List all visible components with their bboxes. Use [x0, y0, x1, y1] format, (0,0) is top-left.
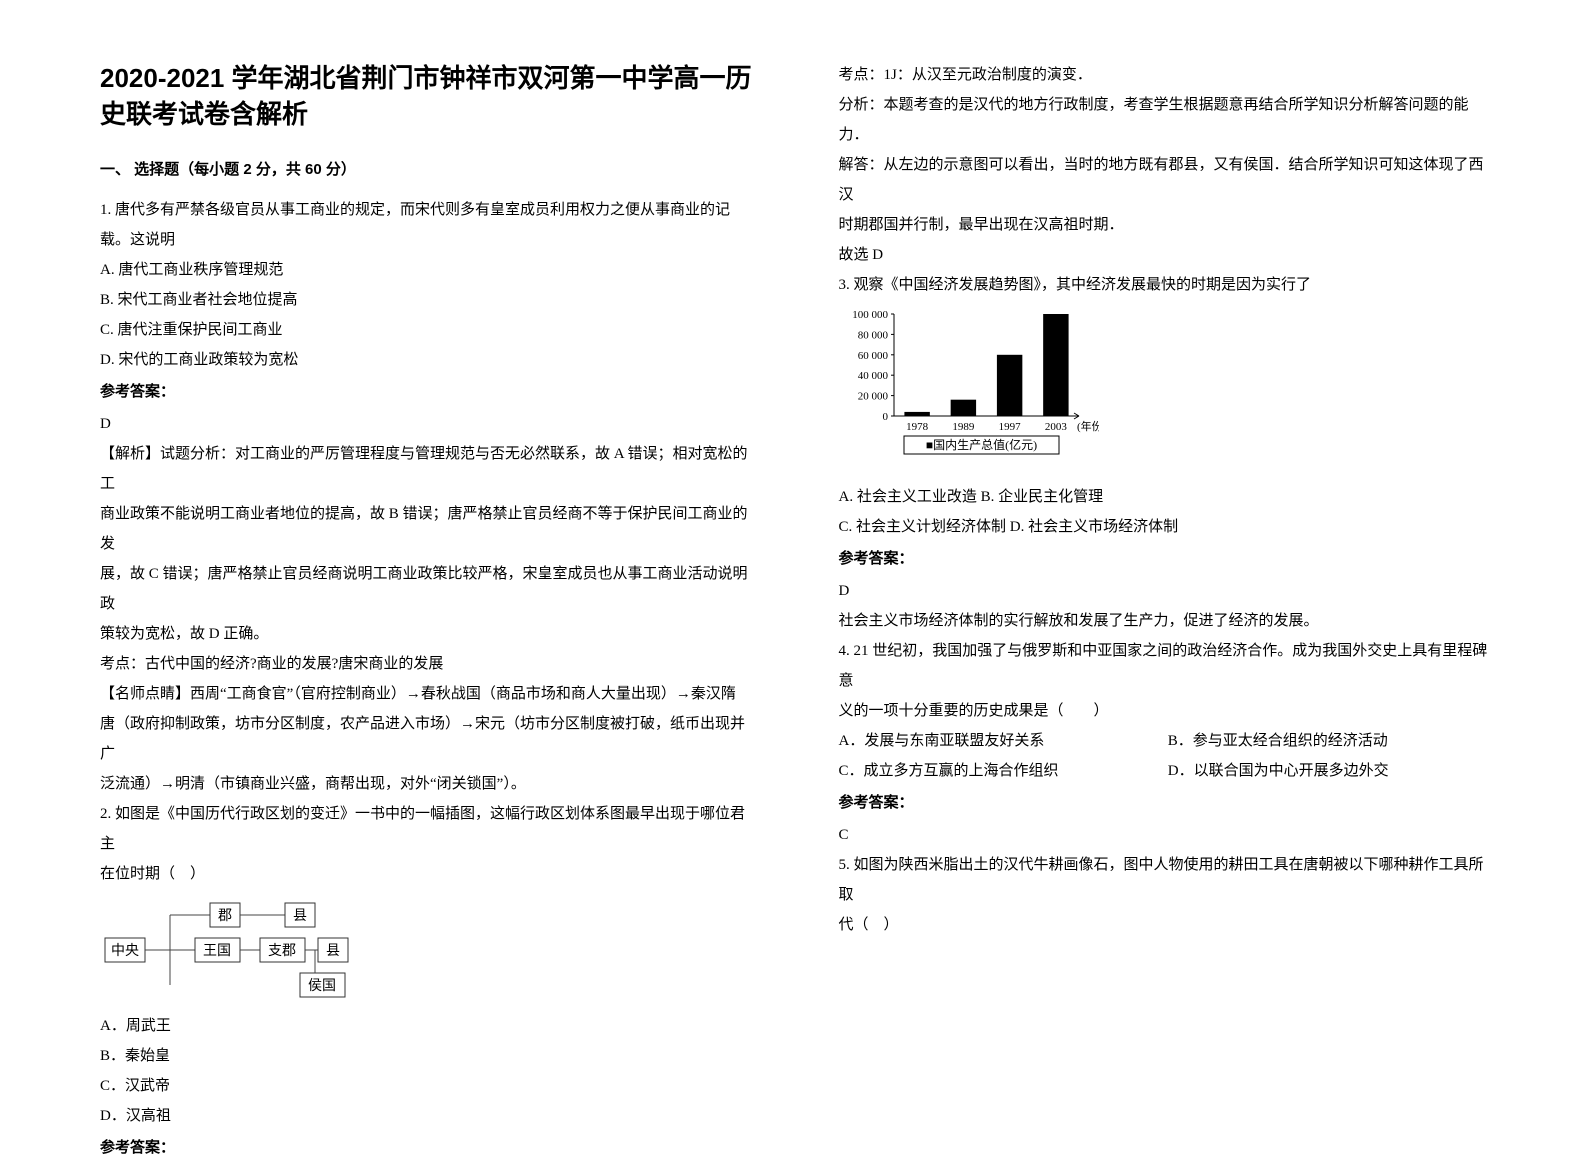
fig-zhijun: 支郡 — [268, 943, 296, 959]
svg-text:60 000: 60 000 — [857, 350, 888, 362]
svg-text:80 000: 80 000 — [857, 329, 888, 341]
q3-opts-ab: A. 社会主义工业改造 B. 企业民主化管理 — [839, 482, 1498, 512]
q2-opt-b: B．秦始皇 — [100, 1041, 759, 1071]
q2-analysis-1: 分析：本题考查的是汉代的地方行政制度，考查学生根据题意再结合所学知识分析解答问题… — [839, 90, 1498, 150]
q1-answer: D — [100, 409, 759, 439]
fig-xian: 县 — [293, 909, 307, 924]
fig-wangguo: 王国 — [203, 944, 231, 959]
q2-figure: 郡 县 中央 王国 支郡 — [100, 895, 759, 1005]
q2-kaodian: 考点：1J：从汉至元政治制度的演变． — [839, 60, 1498, 90]
fig-jun: 郡 — [218, 908, 232, 924]
svg-text:2003: 2003 — [1044, 421, 1067, 433]
q1-opt-b: B. 宋代工商业者社会地位提高 — [100, 285, 759, 315]
q5-stem-2: 代（ ） — [839, 910, 1498, 940]
q3-opts-cd: C. 社会主义计划经济体制 D. 社会主义市场经济体制 — [839, 512, 1498, 542]
column-right: 考点：1J：从汉至元政治制度的演变． 分析：本题考查的是汉代的地方行政制度，考查… — [799, 60, 1498, 1082]
section-1-header: 一、 选择题（每小题 2 分，共 60 分） — [100, 155, 759, 185]
q2-opt-a: A．周武王 — [100, 1011, 759, 1041]
q3-chart: 0 20 000 40 000 60 000 80 000 100 000 1978 1989… — [839, 306, 1498, 476]
fig-zhongyang: 中央 — [111, 943, 139, 959]
q4-stem-2: 义的一项十分重要的历史成果是（ ） — [839, 696, 1498, 726]
q1-stem: 1. 唐代多有严禁各级官员从事工商业的规定，而宋代则多有皇室成员利用权力之便从事… — [100, 195, 759, 255]
q3-answer: D — [839, 576, 1498, 606]
svg-text:100 000: 100 000 — [852, 309, 888, 321]
q4-opt-c: C．成立多方互赢的上海合作组织 — [839, 756, 1168, 786]
q1-explain-4: 策较为宽松，故 D 正确。 — [100, 619, 759, 649]
q4-stem-1: 4. 21 世纪初，我国加强了与俄罗斯和中亚国家之间的政治经济合作。成为我国外交… — [839, 636, 1498, 696]
q4-answer: C — [839, 820, 1498, 850]
q2-stem-2: 在位时期（ ） — [100, 859, 759, 889]
svg-text:(年份): (年份) — [1077, 419, 1099, 433]
exam-page: 2020-2021 学年湖北省荆门市钟祥市双河第一中学高一历史联考试卷含解析 一… — [0, 0, 1587, 1122]
q1-opt-c: C. 唐代注重保护民间工商业 — [100, 315, 759, 345]
fig-houguo: 侯国 — [308, 978, 336, 994]
q1-explain-3: 展，故 C 错误；唐严格禁止官员经商说明工商业政策比较严格，宋皇室成员也从事工商… — [100, 559, 759, 619]
q2-opt-c: C．汉武帝 — [100, 1071, 759, 1101]
svg-text:1997: 1997 — [998, 421, 1021, 433]
q3-answer-label: 参考答案： — [839, 544, 1498, 574]
column-left: 2020-2021 学年湖北省荆门市钟祥市双河第一中学高一历史联考试卷含解析 一… — [100, 60, 799, 1082]
q1-explain-2: 商业政策不能说明工商业者地位的提高，故 B 错误；唐严格禁止官员经商不等于保护民… — [100, 499, 759, 559]
q1-note-3: 泛流通）→明清（市镇商业兴盛，商帮出现，对外“闭关锁国”）。 — [100, 769, 759, 799]
q3-bar-chart-svg: 0 20 000 40 000 60 000 80 000 100 000 1978 1989… — [839, 306, 1099, 476]
q2-answer-label: 参考答案： — [100, 1133, 759, 1163]
q2-analysis-2: 解答：从左边的示意图可以看出，当时的地方既有郡县，又有侯国．结合所学知识可知这体… — [839, 150, 1498, 210]
q4-opt-a: A．发展与东南亚联盟友好关系 — [839, 726, 1168, 756]
svg-text:20 000: 20 000 — [857, 391, 888, 403]
q1-explain-1: 【解析】试题分析：对工商业的严厉管理程度与管理规范与否无必然联系，故 A 错误；… — [100, 439, 759, 499]
q3-stem: 3. 观察《中国经济发展趋势图》，其中经济发展最快的时期是因为实行了 — [839, 270, 1498, 300]
q1-opt-d: D. 宋代的工商业政策较为宽松 — [100, 345, 759, 375]
q4-answer-label: 参考答案： — [839, 788, 1498, 818]
q1-kaodian: 考点：古代中国的经济?商业的发展?唐宋商业的发展 — [100, 649, 759, 679]
q2-opt-d: D．汉高祖 — [100, 1101, 759, 1131]
q1-note-2: 唐（政府抑制政策，坊市分区制度，农产品进入市场）→宋元（坊市分区制度被打破，纸币… — [100, 709, 759, 769]
q2-diagram-svg: 郡 县 中央 王国 支郡 — [100, 895, 350, 1005]
q1-answer-label: 参考答案： — [100, 377, 759, 407]
q4-opt-b: B．参与亚太经合组织的经济活动 — [1168, 726, 1497, 756]
q1-opt-a: A. 唐代工商业秩序管理规范 — [100, 255, 759, 285]
fig-xian2: 县 — [326, 944, 340, 959]
q2-analysis-4: 故选 D — [839, 240, 1498, 270]
svg-text:40 000: 40 000 — [857, 370, 888, 382]
q2-stem-1: 2. 如图是《中国历代行政区划的变迁》一书中的一幅插图，这幅行政区划体系图最早出… — [100, 799, 759, 859]
svg-text:1978: 1978 — [906, 421, 929, 433]
svg-text:1989: 1989 — [952, 421, 975, 433]
q2-analysis-3: 时期郡国并行制，最早出现在汉高祖时期． — [839, 210, 1498, 240]
svg-text:0: 0 — [882, 411, 888, 423]
exam-title: 2020-2021 学年湖北省荆门市钟祥市双河第一中学高一历史联考试卷含解析 — [100, 60, 759, 133]
q4-opts-row1: A．发展与东南亚联盟友好关系 B．参与亚太经合组织的经济活动 — [839, 726, 1498, 756]
svg-text:■国内生产总值(亿元): ■国内生产总值(亿元) — [925, 437, 1036, 452]
q3-explain: 社会主义市场经济体制的实行解放和发展了生产力，促进了经济的发展。 — [839, 606, 1498, 636]
q4-opts-row2: C．成立多方互赢的上海合作组织 D．以联合国为中心开展多边外交 — [839, 756, 1498, 786]
q1-note-1: 【名师点睛】西周“工商食官”（官府控制商业）→春秋战国（商品市场和商人大量出现）… — [100, 679, 759, 709]
q4-opt-d: D．以联合国为中心开展多边外交 — [1168, 756, 1497, 786]
q5-stem-1: 5. 如图为陕西米脂出土的汉代牛耕画像石，图中人物使用的耕田工具在唐朝被以下哪种… — [839, 850, 1498, 910]
